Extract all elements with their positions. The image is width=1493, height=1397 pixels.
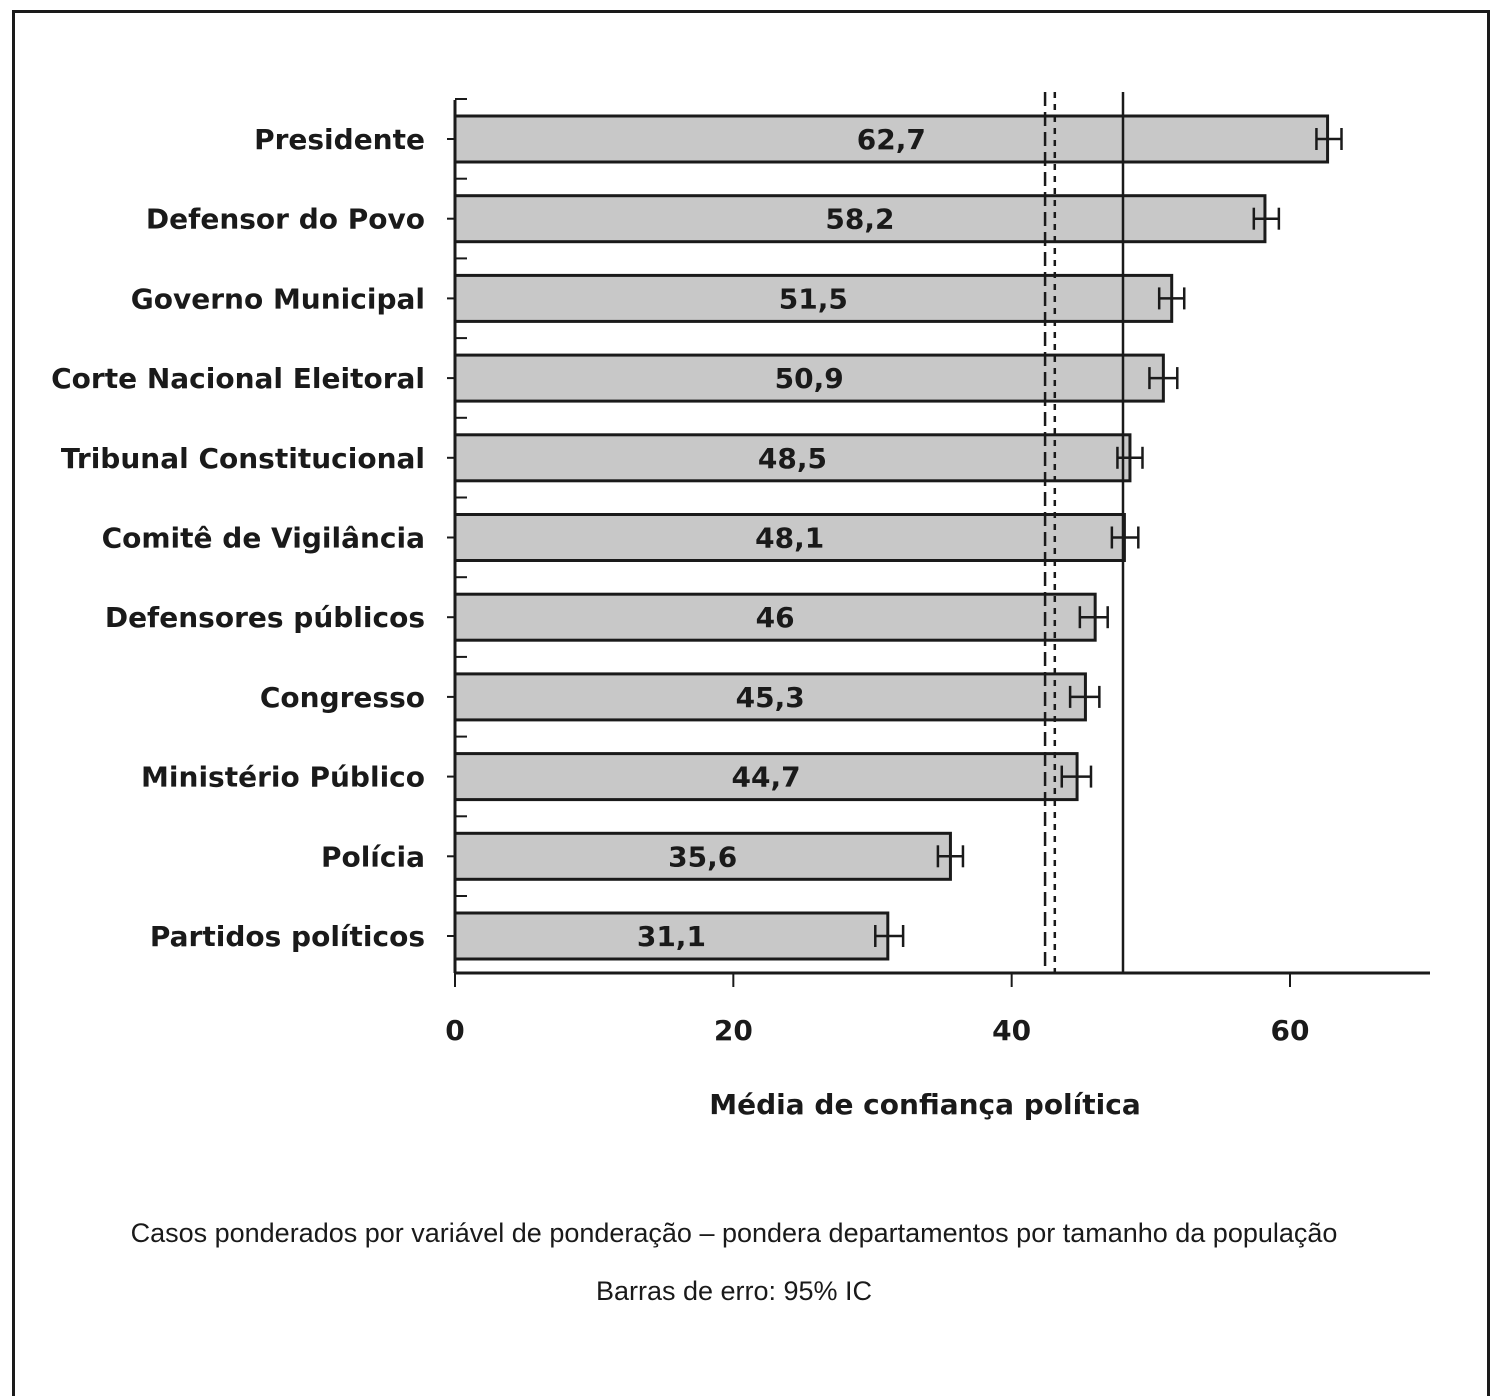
bar-value-label: 58,2 [825, 203, 894, 236]
labels-layer: 62,7 Presidente 58,2 Defensor do Povo 51,5 Go… [51, 123, 1309, 1047]
error-bars-layer [874, 128, 1343, 947]
category-label: Congresso [260, 681, 425, 714]
reference-lines-layer [1043, 92, 1125, 973]
bar [453, 911, 890, 961]
weighting-note: Casos ponderados por variável de pondera… [130, 1218, 1338, 1248]
x-tick-label: 20 [714, 1014, 753, 1047]
bar-value-label: 50,9 [775, 362, 844, 395]
category-label: Tribunal Constitucional [61, 442, 425, 475]
category-label: Comitê de Vigilância [102, 522, 425, 555]
bar-value-label: 45,3 [736, 681, 805, 714]
x-tick-label: 40 [992, 1014, 1031, 1047]
category-label: Defensores públicos [105, 601, 425, 634]
bar-value-label: 48,5 [758, 442, 827, 475]
x-axis-title: Média de confiança política [709, 1088, 1140, 1121]
bar-value-label: 46 [756, 601, 795, 634]
bar-value-label: 51,5 [779, 282, 848, 315]
bars-layer [453, 114, 1330, 961]
category-label: Corte Nacional Eleitoral [51, 362, 425, 395]
category-label: Presidente [254, 123, 425, 156]
bar-value-label: 31,1 [637, 920, 706, 953]
category-label: Governo Municipal [131, 282, 425, 315]
bar-value-label: 62,7 [857, 123, 926, 156]
bar-value-label: 44,7 [731, 761, 800, 794]
category-label: Partidos políticos [150, 920, 425, 953]
bar-value-label: 35,6 [668, 840, 737, 873]
category-label: Defensor do Povo [146, 203, 425, 236]
x-tick-label: 0 [445, 1014, 464, 1047]
x-tick-label: 60 [1271, 1014, 1310, 1047]
bar-value-label: 48,1 [755, 522, 824, 555]
category-label: Polícia [321, 840, 425, 873]
figure-frame [12, 10, 1490, 1396]
category-label: Ministério Público [141, 761, 425, 794]
axis-layer [447, 98, 1430, 987]
error-bar-note: Barras de erro: 95% IC [595, 1276, 873, 1306]
